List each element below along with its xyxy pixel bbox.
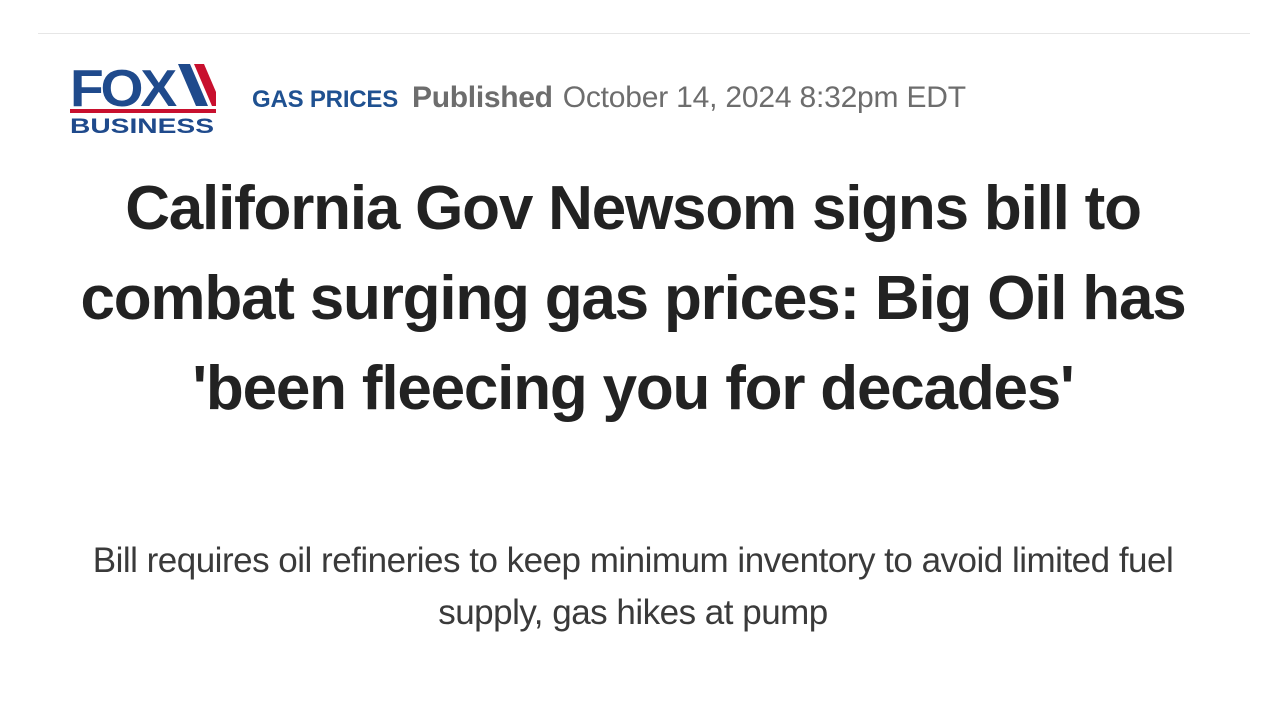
logo-red-bar [70,109,216,113]
logo-slash-red [194,64,216,106]
logo-fox-text: FOX [70,62,178,118]
article-header: FOX BUSINESS GAS PRICES Published Octobe… [70,62,966,134]
article-subheadline: Bill requires oil refineries to keep min… [92,541,1174,632]
logo-slash-navy [178,64,208,106]
fox-business-logo[interactable]: FOX BUSINESS [70,62,216,134]
logo-business-text: BUSINESS [70,115,214,134]
top-divider [38,33,1250,34]
published-date: October 14, 2024 8:32pm EDT [562,81,966,114]
category-link[interactable]: GAS PRICES [252,86,399,113]
article-headline: California Gov Newsom signs bill to comb… [80,174,1186,423]
published-label: Published [412,81,553,114]
fox-business-logo-mark: FOX BUSINESS [70,62,216,134]
article-meta: GAS PRICES Published October 14, 2024 8:… [252,81,966,115]
